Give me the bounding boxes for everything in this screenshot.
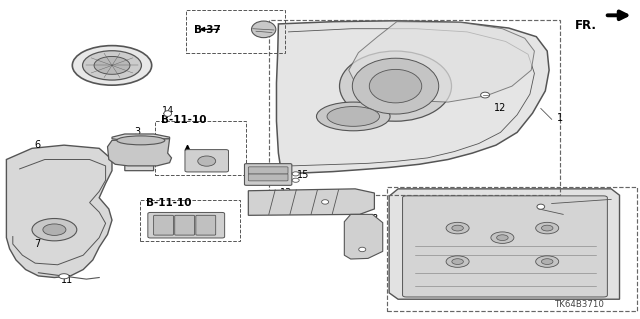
Polygon shape	[344, 214, 383, 259]
Ellipse shape	[292, 172, 300, 176]
Text: 4: 4	[557, 197, 563, 208]
FancyBboxPatch shape	[248, 174, 288, 181]
Circle shape	[497, 235, 508, 241]
Text: FR.: FR.	[575, 19, 596, 32]
Ellipse shape	[481, 92, 490, 98]
Text: 3: 3	[134, 127, 141, 137]
Ellipse shape	[292, 178, 300, 182]
Circle shape	[83, 51, 141, 80]
Ellipse shape	[327, 107, 380, 126]
Text: 1: 1	[557, 113, 563, 123]
Text: 12: 12	[545, 204, 558, 214]
Polygon shape	[248, 189, 374, 215]
FancyBboxPatch shape	[403, 196, 607, 297]
Text: 2: 2	[248, 170, 255, 180]
Ellipse shape	[537, 204, 545, 209]
Text: 13: 13	[280, 188, 292, 198]
Text: 7: 7	[34, 239, 40, 249]
Text: 10: 10	[515, 248, 528, 258]
Polygon shape	[6, 145, 112, 278]
Ellipse shape	[358, 247, 365, 252]
Polygon shape	[349, 22, 534, 102]
Circle shape	[536, 222, 559, 234]
Text: 12: 12	[494, 102, 507, 113]
Ellipse shape	[352, 58, 439, 114]
Ellipse shape	[252, 21, 276, 38]
Circle shape	[43, 224, 66, 235]
Polygon shape	[389, 189, 620, 299]
Text: 6: 6	[34, 140, 40, 150]
Polygon shape	[108, 139, 172, 166]
FancyBboxPatch shape	[175, 215, 195, 235]
Circle shape	[32, 219, 77, 241]
FancyBboxPatch shape	[248, 167, 288, 174]
Circle shape	[94, 56, 130, 74]
FancyBboxPatch shape	[185, 150, 228, 172]
Text: 12: 12	[330, 198, 342, 208]
Circle shape	[72, 46, 152, 85]
Text: 9: 9	[104, 51, 111, 61]
Polygon shape	[276, 21, 549, 174]
Circle shape	[452, 259, 463, 264]
FancyBboxPatch shape	[148, 212, 225, 238]
Circle shape	[491, 232, 514, 243]
Text: 15: 15	[296, 170, 309, 180]
FancyBboxPatch shape	[154, 215, 173, 235]
Text: 12: 12	[367, 245, 380, 255]
Ellipse shape	[198, 156, 216, 166]
Ellipse shape	[322, 200, 329, 204]
Circle shape	[536, 256, 559, 267]
Text: B-11-10: B-11-10	[161, 115, 207, 125]
Ellipse shape	[164, 111, 172, 116]
Text: B-37: B-37	[194, 25, 221, 35]
Polygon shape	[112, 134, 170, 171]
Ellipse shape	[339, 51, 452, 121]
Text: 11: 11	[61, 275, 74, 285]
Text: 14: 14	[161, 106, 174, 116]
Ellipse shape	[317, 102, 390, 131]
Circle shape	[59, 274, 69, 279]
FancyBboxPatch shape	[196, 215, 216, 235]
Ellipse shape	[117, 136, 165, 145]
Circle shape	[452, 225, 463, 231]
Text: B-11-10: B-11-10	[146, 198, 191, 208]
Text: TK64B3710: TK64B3710	[555, 300, 605, 309]
Circle shape	[446, 256, 469, 267]
Text: 8: 8	[371, 214, 378, 225]
Circle shape	[541, 225, 553, 231]
Text: 5: 5	[339, 200, 346, 210]
Circle shape	[541, 259, 553, 264]
FancyBboxPatch shape	[244, 164, 292, 185]
Ellipse shape	[369, 69, 422, 103]
Circle shape	[446, 222, 469, 234]
